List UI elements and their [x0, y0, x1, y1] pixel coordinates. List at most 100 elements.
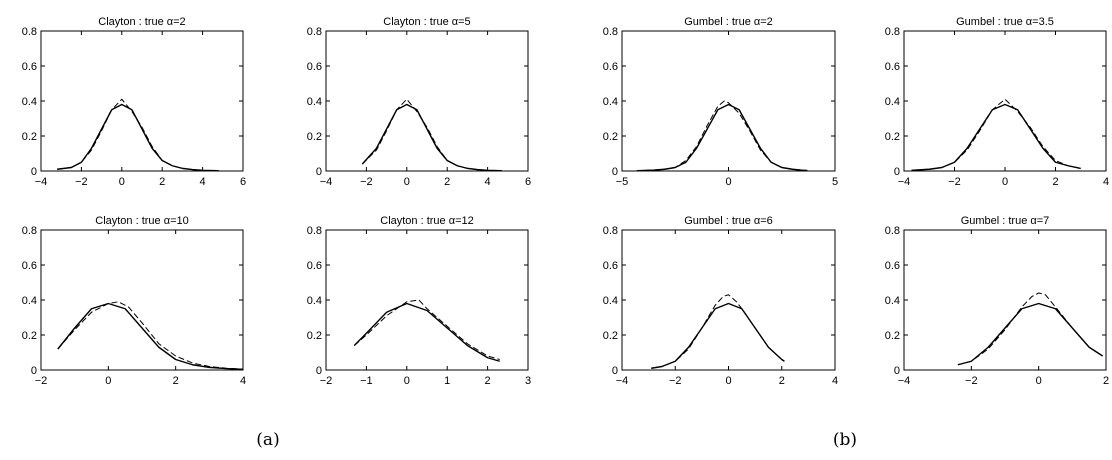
x-tick-label: 5: [832, 176, 838, 188]
y-tick-label: 0.2: [603, 131, 618, 143]
x-tick-label: −2: [948, 176, 961, 188]
y-tick-label: 0.6: [885, 260, 900, 272]
x-tick-label: 1: [444, 375, 450, 387]
true-density-curve: [651, 302, 785, 369]
x-tick-label: −2: [669, 375, 682, 387]
y-tick-label: 0.2: [22, 131, 37, 143]
panel-label-b: (b): [832, 430, 858, 450]
x-tick-label: 0: [119, 176, 125, 188]
y-tick-label: 0: [316, 365, 322, 377]
x-tick-label: −4: [35, 176, 48, 188]
y-tick-label: 0.6: [22, 260, 37, 272]
x-tick-label: 0: [404, 375, 410, 387]
x-tick-label: −4: [320, 176, 333, 188]
y-tick-label: 0.2: [603, 330, 618, 342]
subplot-title: Clayton : true α=5: [383, 16, 470, 28]
estimated-density-curve: [57, 98, 219, 172]
x-tick-label: 3: [525, 375, 531, 387]
estimated-density-curve: [353, 299, 500, 360]
y-tick-label: 0.6: [885, 61, 900, 73]
x-tick-label: 2: [444, 176, 450, 188]
subplot-6: Gumbel : true α=3.5 −4 −2 0 2 4 0 0.2 0.4 0.6 0.8: [885, 16, 1109, 188]
x-tick-label: −5: [616, 176, 629, 188]
subplot-title: Clayton : true α=10: [95, 215, 189, 227]
axes-frame: [903, 30, 1107, 172]
subplot-3: Clayton : true α=10−2 0 2 400.20.40.60.8: [22, 215, 246, 387]
y-tick-label: 0.4: [885, 295, 900, 307]
axes-frame: [903, 229, 1107, 371]
y-tick-label: 0: [612, 365, 618, 377]
x-tick-label: 2: [159, 176, 165, 188]
y-tick-label: 0: [894, 365, 900, 377]
x-tick-label: −4: [898, 375, 911, 387]
y-tick-label: 0.8: [885, 26, 900, 38]
y-tick-label: 0.8: [885, 225, 900, 237]
axes-frame: [325, 30, 529, 172]
x-tick-label: 0: [404, 176, 410, 188]
axes-frame: [40, 229, 244, 371]
subplot-4: Clayton : true α=12 −2 −1 0 1 2 3 0 0.2 0.4 0.6 0.8: [307, 215, 531, 387]
axes-frame: [621, 229, 836, 371]
x-tick-label: 2: [1103, 375, 1109, 387]
subplot-title: Gumbel : true α=6: [684, 215, 773, 227]
x-tick-label: 4: [485, 176, 491, 188]
y-tick-label: 0.4: [885, 96, 900, 108]
subplot-title: Clayton : true α=12: [380, 215, 474, 227]
y-tick-label: 0.4: [22, 295, 37, 307]
estimated-density-curve: [651, 294, 785, 369]
y-tick-label: 0.8: [603, 225, 618, 237]
subplot-title: Gumbel : true α=2: [684, 16, 773, 28]
x-tick-label: −2: [320, 375, 333, 387]
y-tick-label: 0.4: [22, 96, 37, 108]
subplot-title: Gumbel : true α=3.5: [956, 16, 1054, 28]
x-tick-label: 0: [725, 375, 731, 387]
true-density-curve: [353, 302, 500, 362]
y-tick-label: 0.4: [307, 295, 322, 307]
x-tick-label: −4: [616, 375, 629, 387]
x-tick-label: 0: [725, 176, 731, 188]
axes-frame: [40, 30, 244, 172]
x-tick-label: 6: [525, 176, 531, 188]
subplot-7: Gumbel : true α=6 −4 −2 0 2 4 0 0.2 0.4 0.6 0.8: [603, 215, 838, 387]
y-tick-label: 0.2: [22, 330, 37, 342]
x-tick-label: 2: [485, 375, 491, 387]
subplot-2: Clayton : true α=5 −4 −2 0 2 4 6 0 0.2 0.4 0.6 0.8: [307, 16, 531, 188]
subplot-title: Gumbel : true α=7: [961, 215, 1050, 227]
x-tick-label: 4: [1103, 176, 1109, 188]
y-tick-label: 0.8: [307, 26, 322, 38]
estimated-density-curve: [957, 292, 1103, 366]
estimated-density-curve: [911, 98, 1081, 171]
subplot-title: Clayton : true α=2: [98, 16, 185, 28]
y-tick-label: 0: [316, 166, 322, 178]
y-tick-label: 0.4: [307, 96, 322, 108]
y-tick-label: 0.8: [22, 26, 37, 38]
y-tick-label: 0: [894, 166, 900, 178]
y-tick-label: 0.6: [603, 260, 618, 272]
subplot-1: Clayton : true α=2 −4 −2 0 2 4 6 0 0.2 0.4 0.6 0.8: [22, 16, 246, 188]
x-tick-label: 4: [200, 176, 206, 188]
true-density-curve: [911, 103, 1081, 171]
x-tick-label: 4: [832, 375, 838, 387]
y-tick-label: 0.8: [307, 225, 322, 237]
estimated-density-curve: [362, 98, 502, 172]
x-tick-label: 0: [1036, 375, 1042, 387]
x-tick-label: 0: [105, 375, 111, 387]
estimated-density-curve: [57, 301, 244, 370]
y-tick-label: 0.2: [307, 330, 322, 342]
x-tick-label: −1: [360, 375, 373, 387]
x-tick-label: 6: [240, 176, 246, 188]
y-tick-label: 0.6: [22, 61, 37, 73]
true-density-curve: [57, 302, 244, 370]
x-tick-label: −2: [965, 375, 978, 387]
y-tick-label: 0.6: [307, 260, 322, 272]
x-tick-label: 2: [173, 375, 179, 387]
x-tick-label: −2: [75, 176, 88, 188]
subplot-8: Gumbel : true α=7 −4 −2 0 2 0 0.2 0.4 0.6 0.8: [885, 215, 1109, 387]
x-tick-label: −4: [898, 176, 911, 188]
y-tick-label: 0.2: [885, 131, 900, 143]
y-tick-label: 0.6: [307, 61, 322, 73]
x-tick-label: 2: [779, 375, 785, 387]
true-density-curve: [57, 103, 219, 172]
true-density-curve: [361, 103, 502, 172]
